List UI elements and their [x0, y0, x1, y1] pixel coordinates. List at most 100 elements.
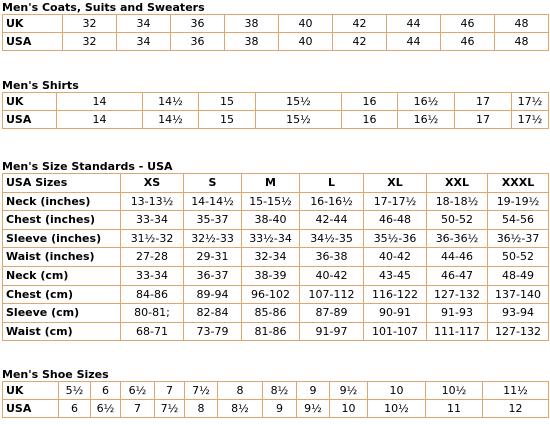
shirts-row-uk: UK 14 14½ 15 15½ 16 16½ 17 17½ [2, 92, 549, 111]
measure-cell: 90-91 [363, 303, 427, 323]
measure-cell: 89-94 [183, 284, 242, 305]
size-cell: 46 [440, 32, 495, 51]
size-header: XXL [426, 173, 488, 193]
row-label: Waist (cm) [2, 321, 121, 342]
measure-cell: 48-49 [487, 265, 549, 286]
measure-cell: 96-102 [241, 284, 300, 305]
measure-cell: 137-140 [487, 284, 549, 305]
size-cell: 16½ [397, 92, 455, 111]
size-cell: 15 [198, 110, 256, 129]
measure-cell: 73-79 [183, 321, 242, 342]
measure-cell: 19-19½ [487, 191, 549, 212]
size-cell: 48 [494, 14, 549, 33]
size-cell: 32 [62, 14, 117, 33]
measure-cell: 46-48 [363, 210, 427, 230]
size-cell: 6½ [90, 399, 121, 418]
row-label: Sleeve (inches) [2, 228, 121, 249]
size-cell: 9 [296, 381, 330, 400]
measure-cell: 80-81; [120, 303, 184, 323]
standards-row: Neck (inches) 13-13½ 14-14½ 15-15½ 16-16… [2, 191, 549, 212]
measure-cell: 127-132 [487, 321, 549, 342]
measure-cell: 14-14½ [183, 191, 242, 212]
size-cell: 5½ [58, 381, 91, 400]
measure-cell: 36-38 [299, 247, 364, 267]
size-cell: 15½ [255, 110, 342, 129]
shirts-row-usa: USA 14 14½ 15 15½ 16 16½ 17 17½ [2, 110, 549, 129]
size-cell: 16 [341, 92, 398, 111]
size-cell: 17 [454, 110, 512, 129]
size-cell: 34 [116, 32, 171, 51]
measure-cell: 111-117 [426, 321, 488, 342]
size-cell: 7 [120, 399, 155, 418]
size-cell: 9 [262, 399, 297, 418]
size-header: L [299, 173, 364, 193]
shoes-table: UK 5½ 6 6½ 7 7½ 8 8½ 9 9½ 10 10½ 11½ USA… [2, 381, 549, 418]
size-cell: 17½ [511, 92, 549, 111]
row-label: Neck (inches) [2, 191, 121, 212]
size-cell: 10½ [367, 399, 426, 418]
size-cell: 7½ [154, 399, 185, 418]
size-cell: 8½ [262, 381, 297, 400]
shirts-table: UK 14 14½ 15 15½ 16 16½ 17 17½ USA 14 14… [2, 92, 549, 129]
measure-cell: 31½-32 [120, 228, 184, 249]
size-header: XL [363, 173, 427, 193]
measure-cell: 46-47 [426, 265, 488, 286]
size-cell: 44 [386, 14, 441, 33]
size-cell: 32 [62, 32, 117, 51]
size-cell: 15½ [255, 92, 342, 111]
row-label: Chest (inches) [2, 210, 121, 230]
size-cell: 11½ [482, 381, 549, 400]
size-cell: 10½ [425, 381, 483, 400]
size-cell: 38 [224, 32, 279, 51]
row-label: USA [2, 110, 57, 129]
standards-header-row: USA Sizes XS S M L XL XXL XXXL [2, 173, 549, 193]
measure-cell: 101-107 [363, 321, 427, 342]
standards-row: Waist (cm) 68-71 73-79 81-86 91-97 101-1… [2, 321, 549, 342]
size-cell: 44 [386, 32, 441, 51]
measure-cell: 87-89 [299, 303, 364, 323]
shoes-row-usa: USA 6 6½ 7 7½ 8 8½ 9 9½ 10 10½ 11 12 [2, 399, 549, 418]
measure-cell: 50-52 [426, 210, 488, 230]
measure-cell: 54-56 [487, 210, 549, 230]
measure-cell: 17-17½ [363, 191, 427, 212]
row-label: UK [2, 381, 59, 400]
size-cell: 34 [116, 14, 171, 33]
size-cell: 8 [217, 381, 263, 400]
measure-cell: 13-13½ [120, 191, 184, 212]
coats-row-uk: UK 32 34 36 38 40 42 44 46 48 [2, 14, 549, 33]
row-label: Neck (cm) [2, 265, 121, 286]
measure-cell: 82-84 [183, 303, 242, 323]
coats-table: UK 32 34 36 38 40 42 44 46 48 USA 32 34 … [2, 14, 549, 51]
size-cell: 10 [367, 381, 426, 400]
size-cell: 36 [170, 14, 225, 33]
size-cell: 16 [341, 110, 398, 129]
size-cell: 40 [278, 32, 333, 51]
measure-cell: 116-122 [363, 284, 427, 305]
size-cell: 14 [56, 110, 143, 129]
shoes-title: Men's Shoe Sizes [2, 368, 109, 381]
size-cell: 17½ [511, 110, 549, 129]
standards-row: Chest (cm) 84-86 89-94 96-102 107-112 11… [2, 284, 549, 305]
shoes-section: Men's Shoe Sizes UK 5½ 6 6½ 7 7½ 8 8½ 9 … [2, 368, 549, 418]
measure-cell: 91-93 [426, 303, 488, 323]
measure-cell: 85-86 [241, 303, 300, 323]
measure-cell: 33-34 [120, 265, 184, 286]
size-cell: 42 [332, 14, 387, 33]
measure-cell: 40-42 [363, 247, 427, 267]
measure-cell: 43-45 [363, 265, 427, 286]
measure-cell: 84-86 [120, 284, 184, 305]
size-cell: 6 [90, 381, 121, 400]
size-cell: 12 [482, 399, 549, 418]
measure-cell: 40-42 [299, 265, 364, 286]
measure-cell: 36-36½ [426, 228, 488, 249]
size-cell: 8½ [217, 399, 263, 418]
size-cell: 15 [198, 92, 256, 111]
size-cell: 48 [494, 32, 549, 51]
size-cell: 6 [58, 399, 91, 418]
size-cell: 6½ [120, 381, 155, 400]
size-cell: 8 [184, 399, 218, 418]
row-label: Sleeve (cm) [2, 303, 121, 323]
size-header: XS [120, 173, 184, 193]
measure-cell: 127-132 [426, 284, 488, 305]
measure-cell: 35½-36 [363, 228, 427, 249]
